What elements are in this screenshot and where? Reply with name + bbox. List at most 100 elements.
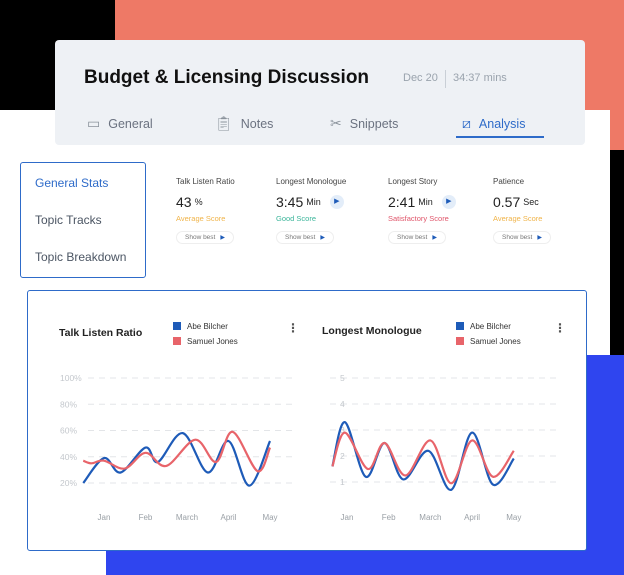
x-tick-label: March [419, 513, 441, 522]
y-tick-label: 80% [60, 399, 77, 409]
sidebar-item-topic-tracks[interactable]: Topic Tracks [35, 213, 102, 227]
chart-title: Talk Listen Ratio [59, 327, 143, 339]
stat-card: Talk Listen Ratio 43% Average Score Show… [176, 177, 235, 244]
sidebar-item-topic-breakdown[interactable]: Topic Breakdown [35, 250, 127, 264]
x-tick-label: Jan [98, 513, 111, 522]
stats-sidebar: General Stats Topic Tracks Topic Breakdo… [20, 162, 146, 278]
y-tick-label: 40% [60, 452, 77, 462]
scissors-icon: ✂ [330, 115, 342, 131]
x-tick-label: March [176, 513, 198, 522]
tab-general[interactable]: ▭ General [87, 115, 153, 132]
tab-snippets[interactable]: ✂ Snippets [330, 115, 398, 132]
show-best-button[interactable]: Show best ▶ [493, 231, 551, 244]
legend-item: Samuel Jones [173, 334, 238, 348]
stat-score: Satisfactory Score [388, 214, 449, 223]
show-best-button[interactable]: Show best ▶ [276, 231, 334, 244]
play-icon[interactable]: ▶ [441, 195, 456, 209]
tab-label: General [108, 116, 153, 131]
stat-score: Average Score [176, 214, 226, 223]
series-line-abe-bilcher [82, 432, 272, 487]
legend-swatch [173, 322, 181, 330]
tab-label: Snippets [349, 116, 399, 131]
stat-value: 43% [176, 194, 235, 210]
legend-label: Abe Bilcher [187, 321, 228, 331]
button-label: Show best [397, 234, 428, 241]
stat-unit: Min [418, 197, 433, 207]
stat-number: 0.57 [493, 194, 521, 210]
stat-score: Average Score [493, 214, 543, 223]
clipboard-icon: 📋︎ [215, 115, 233, 131]
y-tick-label: 1 [340, 477, 345, 487]
button-label: Show best [502, 234, 533, 241]
divider [445, 70, 446, 88]
x-tick-label: Feb [139, 513, 153, 522]
legend-item: Abe Bilcher [173, 319, 228, 333]
more-options-icon[interactable]: ⋮ [554, 321, 566, 335]
button-label: Show best [185, 234, 216, 241]
stat-card: Longest Monologue 3:45 Min ▶ Good Score Sh… [276, 177, 346, 244]
stat-number: 3:45 [276, 194, 304, 210]
legend-swatch [173, 337, 181, 345]
show-best-button[interactable]: Show best ▶ [388, 231, 446, 244]
legend-item: Abe Bilcher [456, 319, 511, 333]
tab-analysis[interactable]: ⧄ Analysis [462, 115, 525, 132]
legend-label: Samuel Jones [470, 336, 521, 346]
y-tick-label: 100% [60, 373, 82, 383]
y-tick-label: 20% [60, 478, 77, 488]
legend-swatch [456, 337, 464, 345]
y-tick-label: 3 [340, 425, 345, 435]
charts-card: Talk Listen Ratio Abe Bilcher Samuel Jon… [27, 290, 587, 551]
series-line-samuel-jones [331, 431, 515, 485]
series-line-samuel-jones [82, 430, 272, 473]
y-tick-label: 5 [340, 373, 345, 383]
x-tick-label: Jan [341, 513, 354, 522]
stat-label: Talk Listen Ratio [176, 177, 235, 186]
button-label: Show best [285, 234, 316, 241]
stat-label: Longest Monologue [276, 177, 347, 186]
legend-label: Samuel Jones [187, 336, 238, 346]
y-tick-label: 2 [340, 451, 345, 461]
sidebar-item-general-stats[interactable]: General Stats [35, 176, 109, 190]
stat-value: 3:45 Min ▶ [276, 194, 346, 210]
x-tick-label: May [262, 513, 277, 522]
y-tick-label: 4 [340, 399, 345, 409]
play-icon: ▶ [432, 235, 437, 241]
stat-score: Good Score [276, 214, 317, 223]
stat-card: Patience 0.57 Sec Average Score Show best… [493, 177, 551, 244]
tab-notes[interactable]: 📋︎ Notes [215, 115, 273, 132]
show-best-button[interactable]: Show best ▶ [176, 231, 234, 244]
call-duration: 34:37 mins [453, 72, 507, 84]
legend-label: Abe Bilcher [470, 321, 511, 331]
chart-icon: ⧄ [462, 115, 471, 131]
play-icon[interactable]: ▶ [329, 195, 344, 209]
stat-unit: % [194, 197, 203, 207]
stat-unit: Min [306, 197, 321, 207]
more-options-icon[interactable]: ⋮ [287, 321, 299, 335]
play-icon: ▶ [537, 235, 542, 241]
stat-value: 2:41 Min ▶ [388, 194, 456, 210]
stat-label: Longest Story [388, 177, 438, 186]
chart-title: Longest Monologue [322, 325, 422, 337]
stat-number: 2:41 [388, 194, 416, 210]
x-tick-label: April [464, 513, 480, 522]
x-tick-label: May [506, 513, 521, 522]
stat-label: Patience [493, 177, 525, 186]
play-icon: ▶ [320, 235, 325, 241]
page-title: Budget & Licensing Discussion [84, 67, 370, 88]
x-tick-label: Feb [382, 513, 396, 522]
y-tick-label: 60% [60, 426, 77, 436]
stat-number: 43 [176, 194, 192, 210]
x-tick-label: April [220, 513, 236, 522]
legend-swatch [456, 322, 464, 330]
call-header: Budget & Licensing Discussion Dec 20 34:… [55, 40, 585, 145]
active-tab-indicator [456, 136, 544, 138]
stat-value: 0.57 Sec [493, 194, 551, 210]
tab-label: Analysis [478, 116, 526, 131]
stat-card: Longest Story 2:41 Min ▶ Satisfactory Scor… [388, 177, 456, 244]
stat-unit: Sec [523, 197, 539, 207]
play-icon: ▶ [220, 235, 225, 241]
video-chat-icon: ▭ [87, 115, 101, 131]
call-date: Dec 20 [403, 72, 438, 84]
legend-item: Samuel Jones [456, 334, 521, 348]
